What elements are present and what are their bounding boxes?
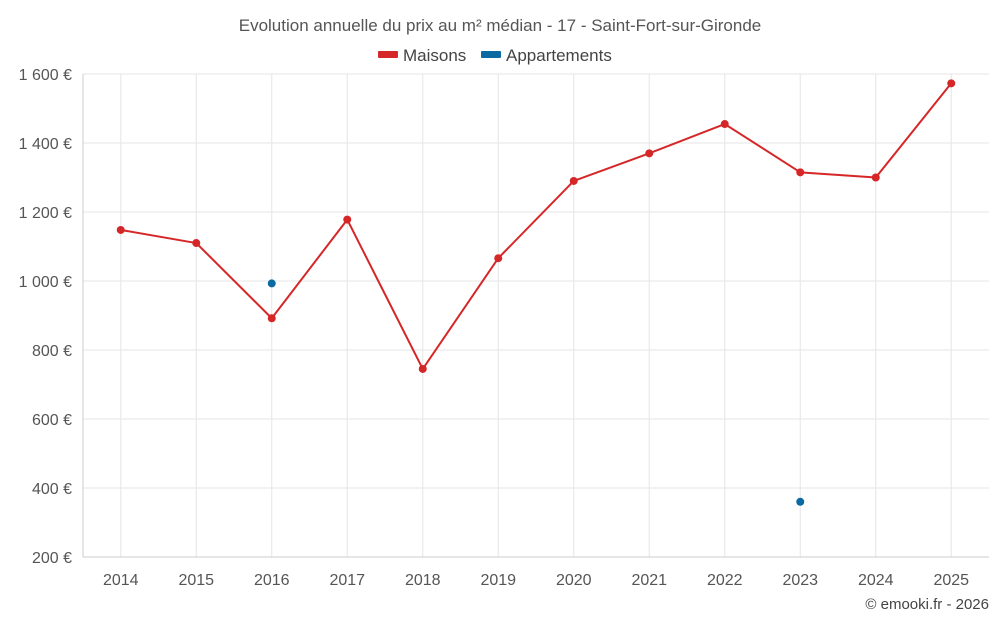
grid (83, 73, 989, 557)
x-tick-label: 2020 (556, 572, 592, 589)
x-tick-label: 2018 (405, 572, 441, 589)
x-tick-label: 2022 (707, 572, 743, 589)
legend: Maisons Appartements (378, 46, 612, 65)
y-tick-label: 200 € (32, 550, 72, 567)
data-point-maisons-2016 (267, 314, 276, 323)
y-tick-label: 1 200 € (19, 205, 72, 222)
x-axis: 2014 2015 2016 2017 2018 2019 2020 2021 2022 2023… (83, 556, 989, 589)
credit-text: © emooki.fr - 2026 (865, 596, 989, 613)
data-point-appartements-2023 (796, 497, 805, 506)
y-axis: 200 € 400 € 600 € 800 € 1 000 € 1 200 € 1 400 … (19, 67, 84, 567)
data-point-maisons-2021 (645, 149, 654, 158)
y-tick-label: 800 € (32, 343, 72, 360)
x-tick-label: 2025 (933, 572, 969, 589)
series-layer (116, 79, 956, 506)
x-tick-label: 2019 (480, 572, 516, 589)
x-tick-label: 2016 (254, 572, 290, 589)
data-point-appartements-2016 (267, 279, 276, 288)
series-line-maisons (120, 82, 953, 370)
data-point-maisons-2015 (192, 239, 201, 248)
x-tick-label: 2021 (631, 572, 667, 589)
data-point-maisons-2017 (343, 215, 352, 224)
y-tick-label: 1 400 € (19, 136, 72, 153)
data-point-maisons-2020 (569, 176, 578, 185)
y-tick-label: 1 600 € (19, 67, 72, 84)
data-point-maisons-2018 (418, 364, 427, 373)
data-point-maisons-2022 (720, 120, 729, 129)
x-tick-label: 2014 (103, 572, 139, 589)
data-point-maisons-2025 (947, 79, 956, 88)
y-tick-label: 400 € (32, 481, 72, 498)
chart-title: Evolution annuelle du prix au m² médian … (239, 16, 762, 35)
y-tick-label: 1 000 € (19, 274, 72, 291)
data-point-maisons-2023 (796, 168, 805, 177)
y-tick-label: 600 € (32, 412, 72, 429)
x-tick-label: 2024 (858, 572, 894, 589)
x-tick-label: 2017 (329, 572, 365, 589)
x-tick-label: 2023 (782, 572, 818, 589)
legend-swatch-appartements (481, 51, 501, 58)
data-point-maisons-2019 (494, 254, 503, 263)
x-tick-label: 2015 (178, 572, 214, 589)
data-point-maisons-2014 (116, 225, 125, 234)
legend-label-maisons[interactable]: Maisons (403, 46, 466, 65)
legend-swatch-maisons (378, 51, 398, 58)
legend-label-appartements[interactable]: Appartements (506, 46, 612, 65)
data-point-maisons-2024 (871, 173, 880, 182)
